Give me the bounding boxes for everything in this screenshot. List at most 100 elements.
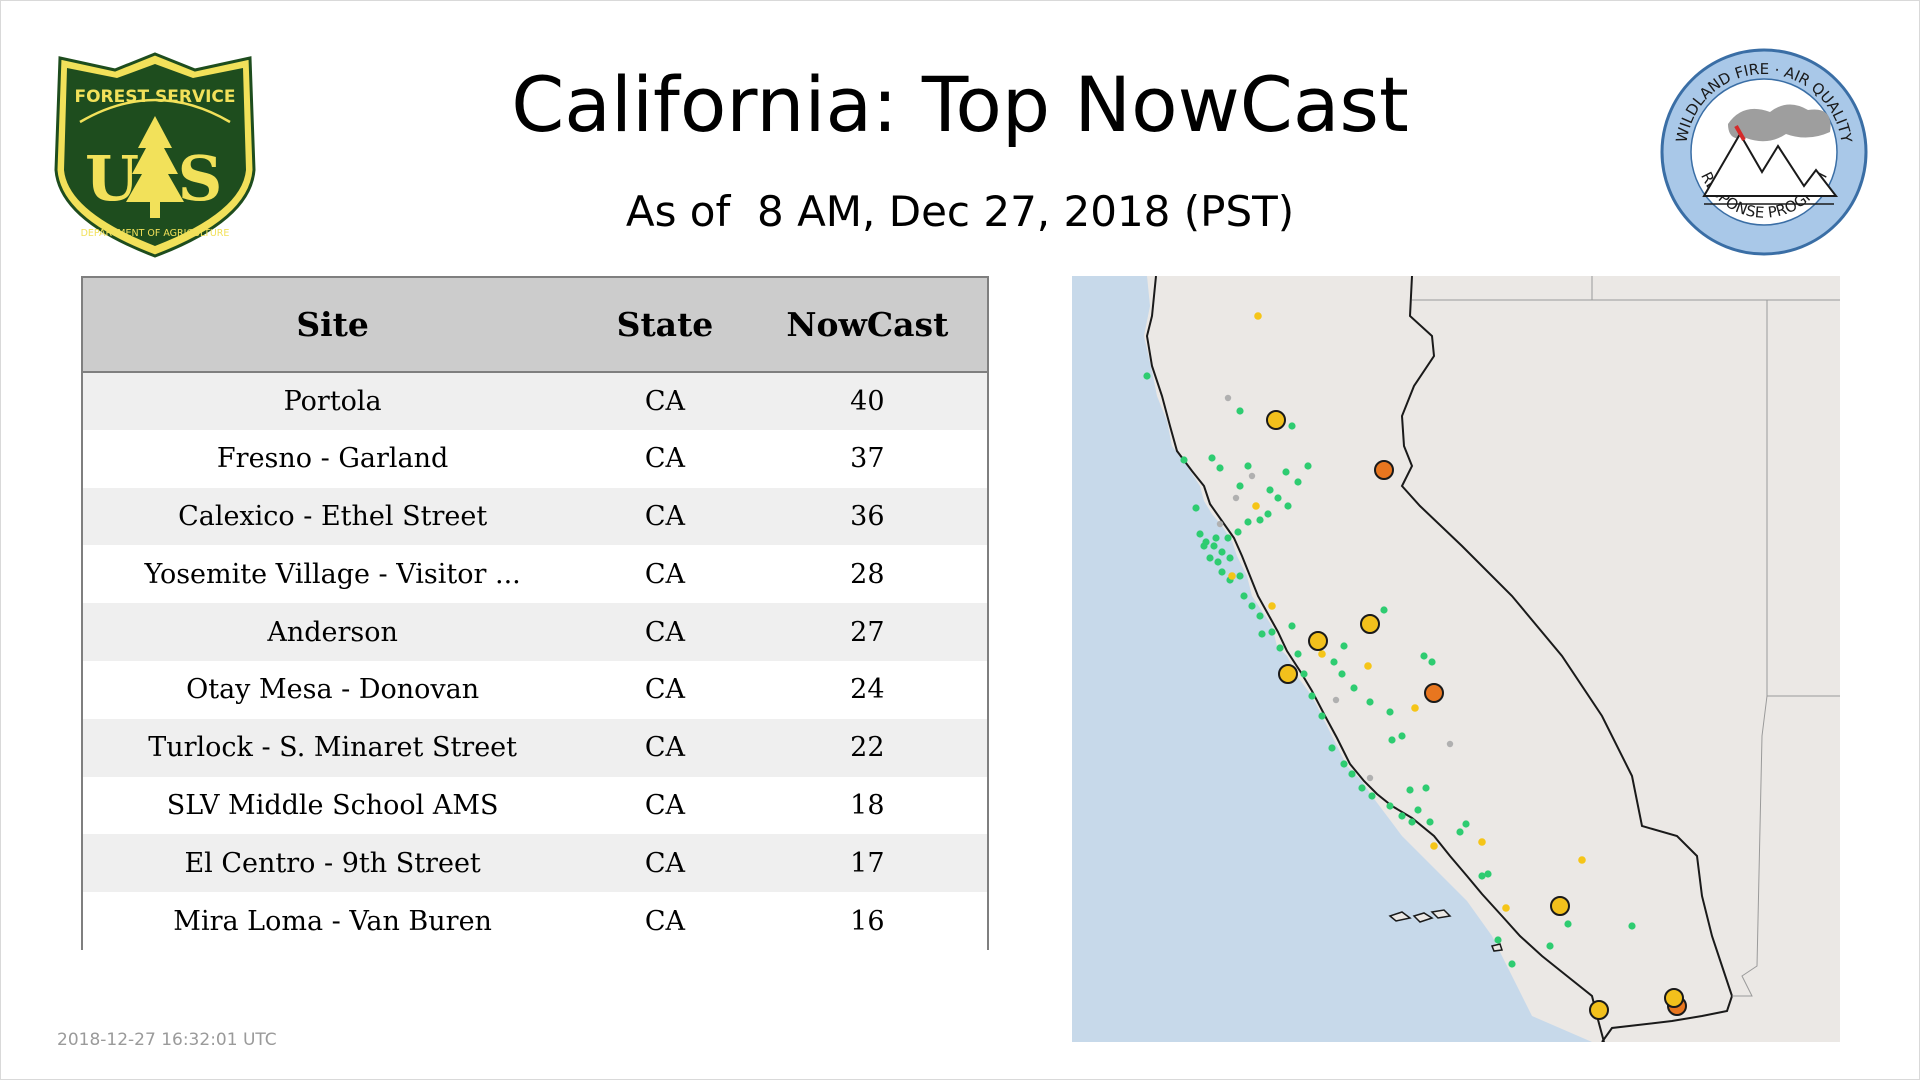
cell-state: CA: [644, 789, 686, 821]
marker-good: [1240, 592, 1248, 600]
cell-site: Otay Mesa - Donovan: [186, 674, 480, 706]
table-row: Turlock - S. Minaret Street CA 22: [83, 718, 987, 777]
cell-site: El Centro - 9th Street: [184, 847, 481, 879]
marker-good: [1386, 708, 1394, 716]
marker-usg: [1374, 460, 1394, 480]
marker-nodata: [1232, 494, 1240, 502]
marker-good: [1414, 806, 1422, 814]
marker-good: [1244, 462, 1252, 470]
marker-good: [1340, 760, 1348, 768]
marker-good: [1628, 922, 1636, 930]
cell-nowcast: 17: [850, 847, 885, 879]
marker-good: [1462, 820, 1470, 828]
page-subtitle: As of 8 AM, Dec 27, 2018 (PST): [625, 187, 1295, 236]
cell-site: Anderson: [267, 616, 398, 648]
marker-moderate: [1411, 704, 1419, 712]
svg-text:U: U: [85, 142, 139, 215]
table-row: Calexico - Ethel Street CA 36: [83, 487, 987, 546]
page-title: California: Top NowCast: [511, 60, 1409, 149]
marker-good: [1236, 572, 1244, 580]
marker-good: [1258, 630, 1266, 638]
marker-moderate: [1254, 312, 1262, 320]
marker-nodata: [1366, 774, 1374, 782]
marker-good: [1274, 494, 1282, 502]
marker-good: [1380, 606, 1388, 614]
marker-moderate-large: [1589, 1000, 1609, 1020]
table-row: Portola CA 40: [83, 372, 987, 430]
marker-good: [1304, 462, 1312, 470]
cell-site: Fresno - Garland: [216, 443, 449, 475]
marker-moderate: [1502, 904, 1510, 912]
marker-moderate: [1364, 662, 1372, 670]
marker-good: [1236, 482, 1244, 490]
marker-good: [1308, 692, 1316, 700]
marker-good: [1248, 602, 1256, 610]
marker-good: [1218, 568, 1226, 576]
marker-good: [1340, 642, 1348, 650]
marker-nodata: [1248, 472, 1256, 480]
marker-good: [1196, 530, 1204, 538]
nowcast-table: Site State NowCast Portola CA 40 Fresno …: [81, 276, 989, 950]
cell-state: CA: [644, 385, 686, 417]
marker-good: [1318, 712, 1326, 720]
marker-good: [1226, 554, 1234, 562]
marker-good: [1338, 670, 1346, 678]
marker-moderate-large: [1360, 614, 1380, 634]
marker-good: [1288, 622, 1296, 630]
marker-good: [1282, 468, 1290, 476]
marker-good: [1328, 744, 1336, 752]
marker-moderate-large: [1664, 988, 1684, 1008]
marker-good: [1200, 542, 1208, 550]
column-header-site: Site: [296, 305, 369, 344]
table-row: El Centro - 9th Street CA 17: [83, 834, 987, 893]
marker-usg: [1424, 683, 1444, 703]
marker-moderate: [1318, 650, 1326, 658]
marker-good: [1224, 534, 1232, 542]
marker-moderate: [1430, 842, 1438, 850]
cell-nowcast: 24: [850, 674, 885, 706]
cell-nowcast: 37: [850, 443, 885, 475]
cell-site: Portola: [283, 385, 382, 417]
cell-state: CA: [644, 732, 686, 764]
marker-moderate-large: [1550, 896, 1570, 916]
marker-nodata: [1332, 696, 1340, 704]
cell-site: SLV Middle School AMS: [166, 789, 499, 821]
cell-state: CA: [644, 558, 686, 590]
cell-state: CA: [644, 443, 686, 475]
marker-good: [1268, 628, 1276, 636]
cell-state: CA: [644, 500, 686, 532]
marker-good: [1208, 454, 1216, 462]
marker-good: [1216, 464, 1224, 472]
cell-nowcast: 18: [850, 789, 885, 821]
marker-nodata: [1216, 520, 1224, 528]
table-row: Otay Mesa - Donovan CA 24: [83, 660, 987, 719]
marker-good: [1386, 802, 1394, 810]
marker-good: [1484, 870, 1492, 878]
wildland-fire-air-quality-logo-icon: WILDLAND FIRE · AIR QUALITY RESPONSE PRO…: [1658, 46, 1870, 258]
table-row: SLV Middle School AMS CA 18: [83, 776, 987, 835]
generated-timestamp: 2018-12-27 16:32:01 UTC: [57, 1030, 277, 1050]
cell-site: Calexico - Ethel Street: [178, 500, 488, 532]
marker-nodata: [1224, 394, 1232, 402]
marker-good: [1388, 736, 1396, 744]
cell-site: Mira Loma - Van Buren: [173, 905, 492, 937]
marker-good: [1180, 456, 1188, 464]
marker-moderate: [1252, 502, 1260, 510]
marker-good: [1244, 518, 1252, 526]
marker-good: [1330, 658, 1338, 666]
marker-good: [1350, 684, 1358, 692]
marker-moderate: [1578, 856, 1586, 864]
marker-good: [1234, 528, 1242, 536]
marker-moderate: [1228, 572, 1236, 580]
marker-good: [1348, 770, 1356, 778]
marker-good: [1294, 478, 1302, 486]
table-row: Fresno - Garland CA 37: [83, 429, 987, 488]
cell-state: CA: [644, 674, 686, 706]
svg-text:FOREST SERVICE: FOREST SERVICE: [74, 87, 235, 107]
marker-good: [1494, 936, 1502, 944]
cell-nowcast: 27: [850, 616, 885, 648]
marker-good: [1428, 658, 1436, 666]
marker-good: [1143, 372, 1151, 380]
cell-state: CA: [644, 847, 686, 879]
